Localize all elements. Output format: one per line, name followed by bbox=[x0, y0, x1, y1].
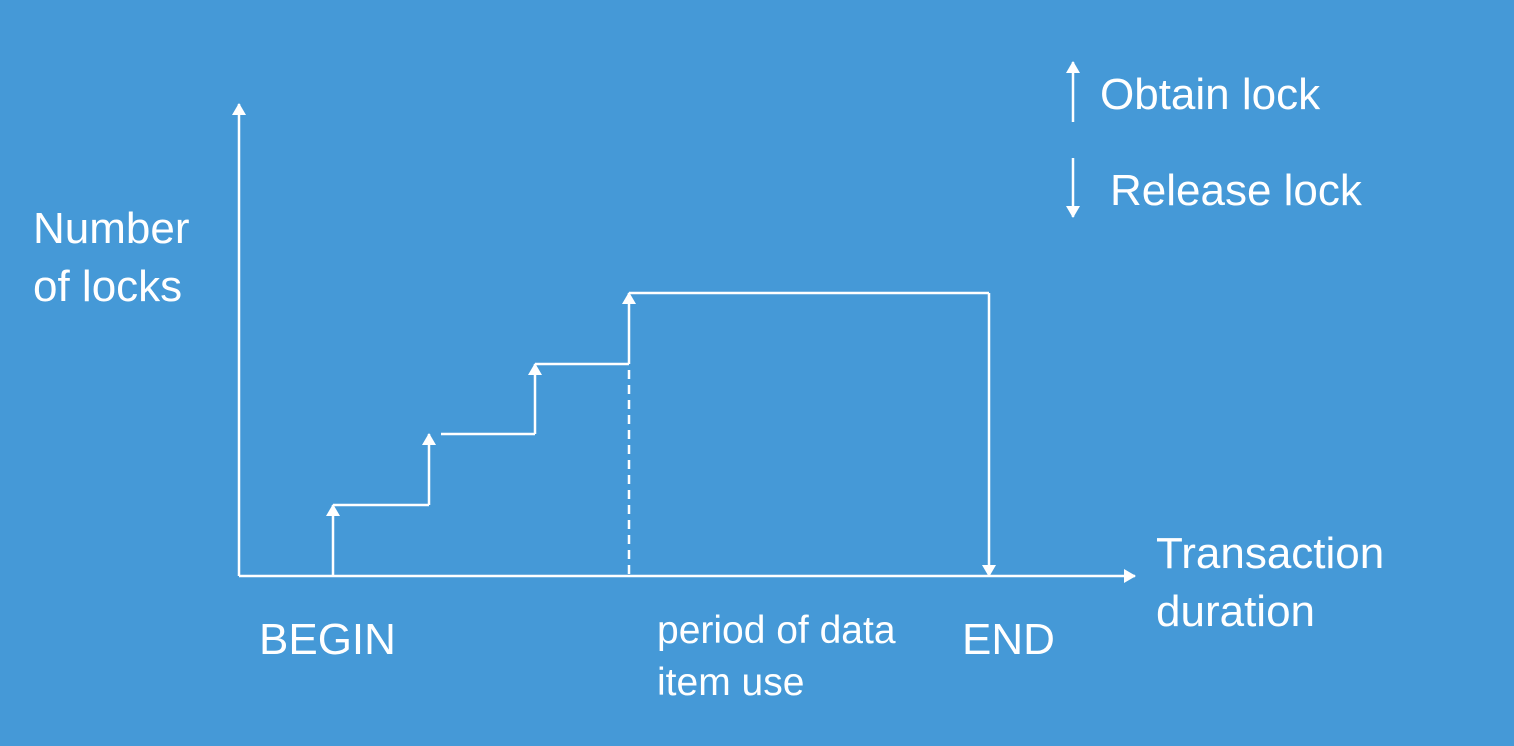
y-axis-label-line-2: of locks bbox=[33, 262, 183, 311]
period-label-line-1: period of data bbox=[657, 609, 896, 652]
legend-release-lock-label: Release lock bbox=[1110, 166, 1362, 215]
y-axis-label: Number of locks bbox=[33, 200, 190, 316]
period-label: period of data item use bbox=[657, 605, 896, 709]
x-axis-label-line-1: Transaction bbox=[1156, 529, 1385, 578]
x-axis-label: Transaction duration bbox=[1156, 525, 1384, 641]
x-axis-label-line-2: duration bbox=[1156, 587, 1316, 636]
begin-label: BEGIN bbox=[259, 615, 396, 664]
y-axis-label-line-1: Number bbox=[33, 204, 190, 253]
period-label-line-2: item use bbox=[657, 661, 805, 704]
legend-obtain-lock-label: Obtain lock bbox=[1100, 70, 1321, 119]
end-label: END bbox=[962, 615, 1055, 664]
